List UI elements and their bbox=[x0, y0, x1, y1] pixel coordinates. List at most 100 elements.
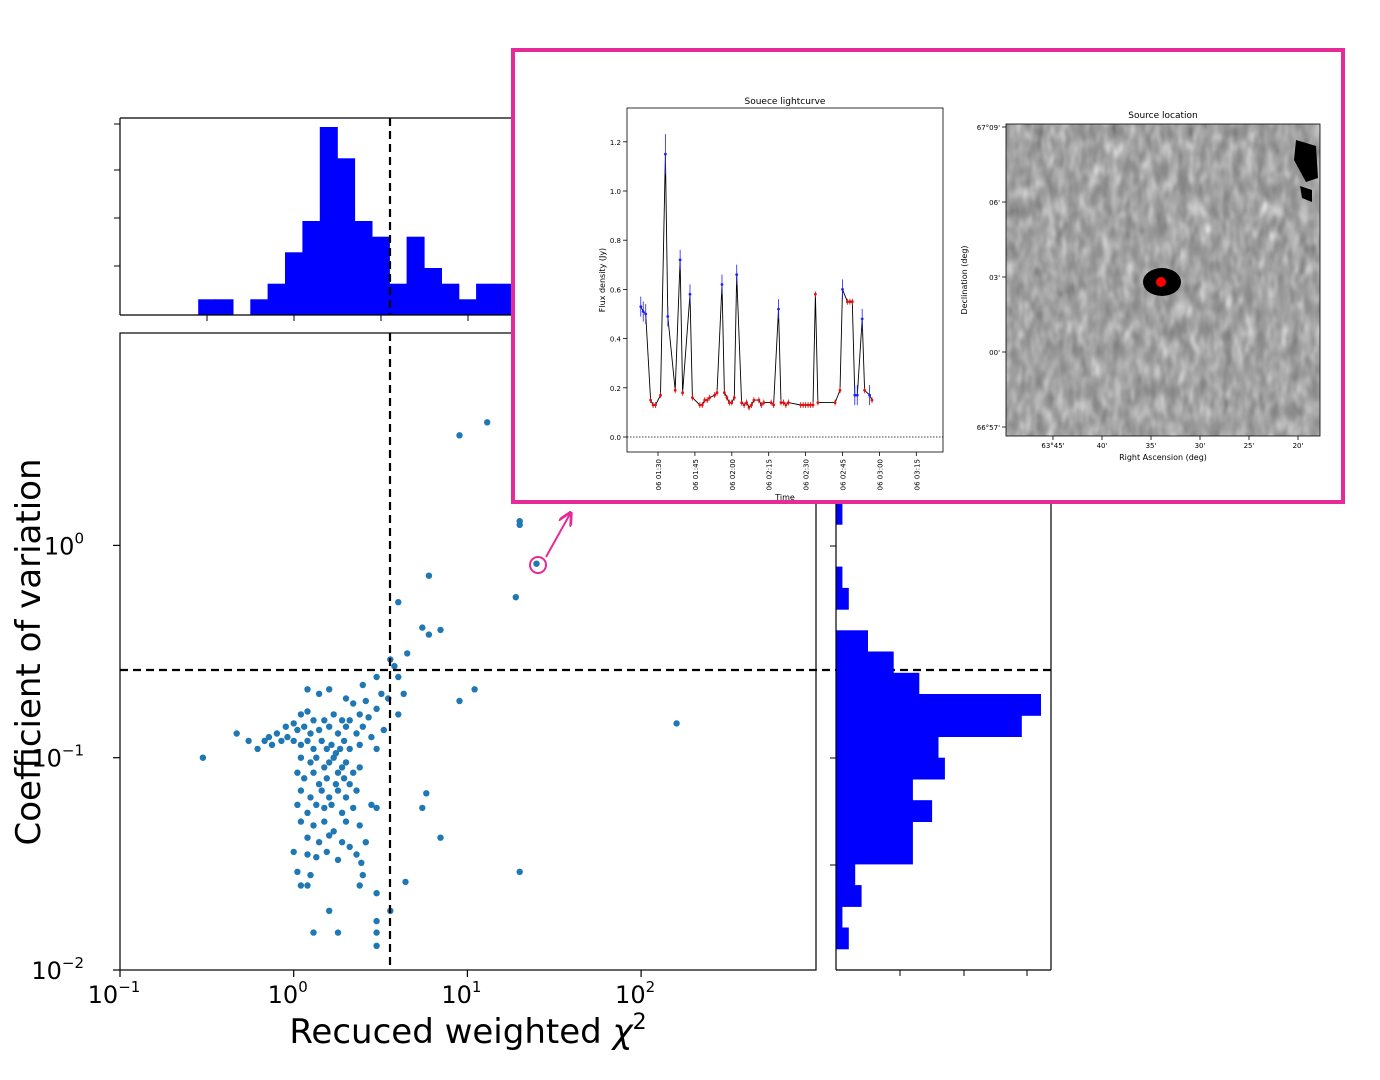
lc-y-tick-label: 0.6 bbox=[610, 286, 622, 294]
right-hist-bar bbox=[836, 821, 913, 844]
lightcurve-point bbox=[659, 393, 662, 397]
lightcurve-point bbox=[762, 401, 766, 404]
scatter-point bbox=[284, 733, 291, 741]
right-hist-bar bbox=[836, 502, 843, 525]
scatter-point bbox=[350, 804, 357, 812]
lightcurve-point bbox=[782, 401, 785, 404]
lightcurve-point bbox=[811, 403, 815, 407]
scatter-point bbox=[342, 794, 350, 801]
source-marker bbox=[1156, 277, 1166, 287]
scatter-point bbox=[512, 594, 519, 601]
scatter-point bbox=[290, 720, 297, 727]
lightcurve-y-label: Flux density (Jy) bbox=[598, 248, 607, 312]
scatter-point bbox=[297, 787, 305, 794]
scatter-point bbox=[323, 745, 330, 753]
lightcurve-point bbox=[801, 403, 805, 407]
scatter-point bbox=[323, 775, 330, 782]
source-location-title: Source location bbox=[1128, 111, 1197, 121]
right-histogram bbox=[830, 500, 1052, 976]
scatter-point bbox=[516, 868, 523, 875]
lc-x-tick-label: 06 02:30 bbox=[803, 459, 811, 490]
x-tick-label: 10−1 bbox=[88, 978, 141, 1009]
scatter-point bbox=[310, 822, 317, 829]
lightcurve-point bbox=[691, 396, 694, 399]
lightcurve-point bbox=[848, 300, 852, 304]
lc-x-tick-label: 06 03:15 bbox=[913, 459, 921, 490]
lightcurve-point bbox=[814, 292, 817, 296]
scatter-point bbox=[310, 745, 317, 753]
scatter-point bbox=[297, 711, 305, 718]
lightcurve-point bbox=[757, 398, 761, 402]
scatter-point bbox=[356, 822, 363, 829]
top-hist-bar bbox=[389, 283, 408, 315]
src-y-tick-label: 06' bbox=[989, 199, 1000, 207]
scatter-point bbox=[278, 737, 285, 745]
lightcurve-line bbox=[640, 154, 873, 409]
scatter-point bbox=[307, 871, 314, 879]
scatter-point bbox=[294, 726, 301, 734]
scatter-point bbox=[321, 818, 328, 825]
scatter-point bbox=[471, 686, 478, 693]
lc-x-tick-label: 06 01:45 bbox=[692, 459, 700, 490]
scatter-point bbox=[340, 775, 348, 782]
scatter-point bbox=[321, 804, 328, 812]
inset-panel: Souece lightcurve 0.00.20.40.60.81.01.2 … bbox=[511, 48, 1345, 504]
scatter-point bbox=[297, 882, 305, 889]
scatter-point bbox=[419, 624, 426, 631]
scatter-point bbox=[380, 726, 387, 734]
lightcurve-point bbox=[732, 396, 736, 399]
scatter-point bbox=[404, 650, 411, 657]
scatter-point bbox=[245, 737, 252, 745]
scatter-point bbox=[338, 717, 346, 724]
top-hist-bar bbox=[441, 283, 460, 315]
scatter-point bbox=[273, 730, 281, 737]
src-x-tick-label: 40' bbox=[1097, 442, 1108, 450]
scatter-point bbox=[373, 929, 380, 936]
lightcurve-point bbox=[666, 315, 670, 318]
main-x-ticks: 10−1 100 101 102 bbox=[88, 970, 655, 1009]
scatter-point bbox=[315, 839, 323, 846]
scatter-point bbox=[199, 754, 207, 761]
scatter-point bbox=[373, 942, 380, 949]
scatter-point bbox=[359, 681, 366, 689]
scatter-point bbox=[437, 834, 444, 841]
scatter-point bbox=[362, 839, 369, 846]
lightcurve-point bbox=[673, 388, 677, 392]
scatter-point bbox=[378, 690, 385, 697]
right-hist-bar bbox=[836, 736, 939, 759]
scatter-point bbox=[328, 801, 335, 808]
scatter-point bbox=[334, 730, 342, 737]
scatter-point bbox=[346, 745, 353, 753]
lc-y-tick-label: 0.0 bbox=[610, 434, 621, 442]
lc-y-tick-label: 1.2 bbox=[610, 139, 621, 147]
lightcurve-point bbox=[804, 403, 807, 407]
lightcurve-point bbox=[863, 388, 866, 392]
scatter-point bbox=[315, 781, 323, 788]
lightcurve-point bbox=[870, 398, 874, 402]
scatter-point bbox=[304, 708, 311, 715]
scatter-point bbox=[437, 626, 444, 634]
scatter-point bbox=[326, 832, 333, 839]
lightcurve-point bbox=[750, 403, 753, 407]
right-hist-bar bbox=[836, 885, 862, 907]
right-hist-bar bbox=[836, 757, 945, 780]
lightcurve-point bbox=[868, 393, 871, 397]
scatter-point bbox=[233, 730, 240, 737]
top-hist-bar bbox=[476, 283, 495, 315]
lightcurve-point bbox=[806, 403, 810, 407]
scatter-point bbox=[304, 809, 311, 816]
scatter-point bbox=[353, 851, 360, 858]
scatter-point bbox=[304, 834, 311, 841]
right-hist-bar bbox=[836, 842, 913, 865]
scatter-point bbox=[334, 769, 342, 776]
lightcurve-point bbox=[720, 283, 724, 286]
scatter-point bbox=[310, 929, 317, 936]
scatter-point bbox=[330, 711, 337, 718]
scatter-point bbox=[301, 775, 308, 782]
scatter-point bbox=[516, 521, 523, 528]
right-hist-bar bbox=[836, 906, 843, 929]
scatter-point bbox=[358, 859, 365, 866]
lightcurve-point bbox=[838, 388, 842, 392]
right-hist-bar bbox=[836, 800, 933, 822]
lightcurve-point bbox=[816, 401, 820, 404]
